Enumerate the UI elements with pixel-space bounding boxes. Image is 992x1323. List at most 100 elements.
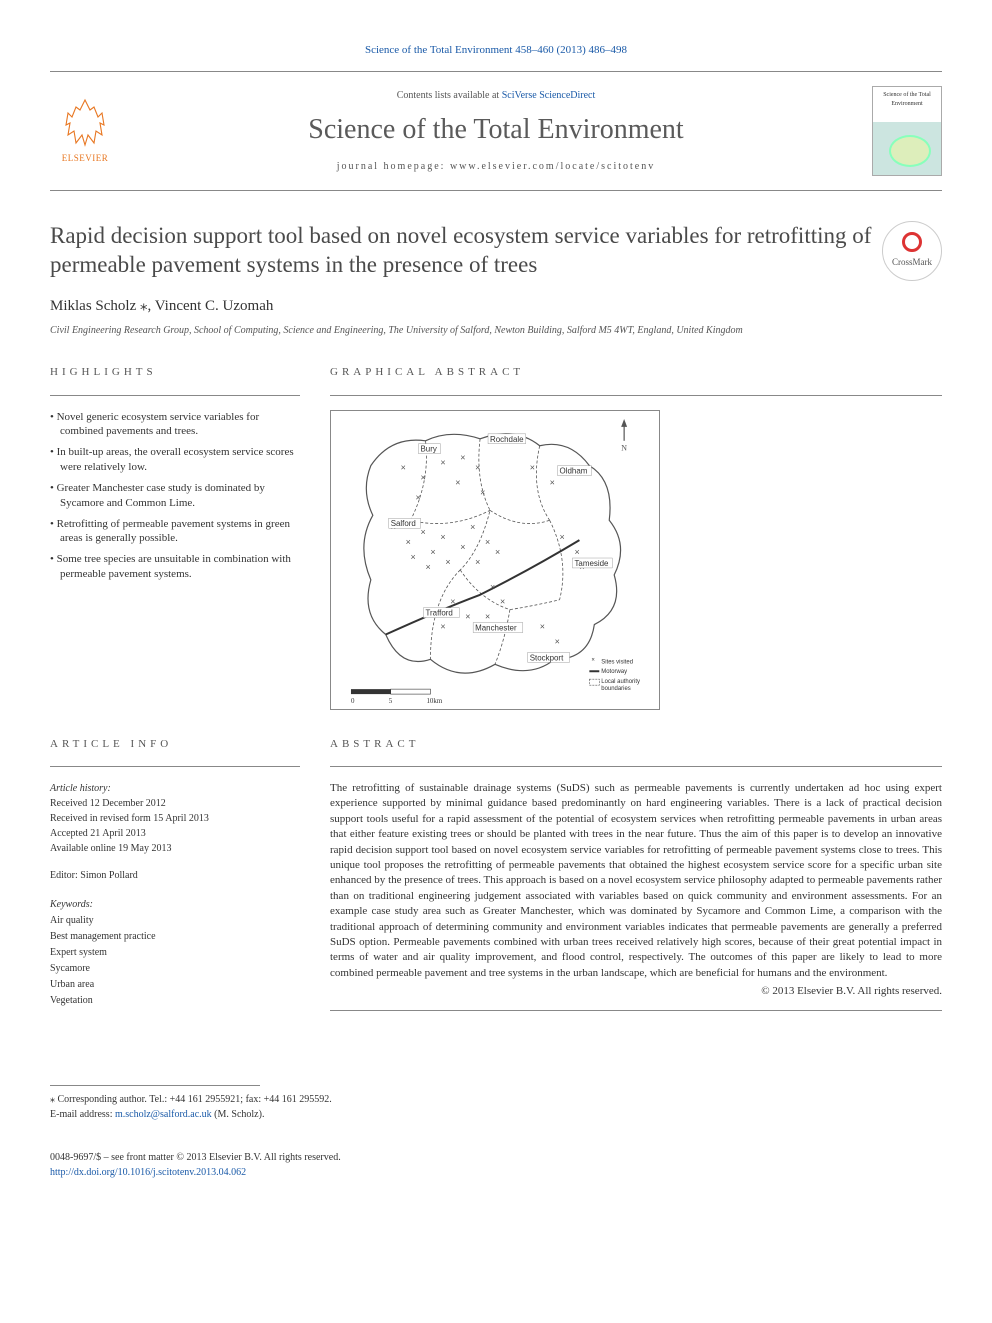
svg-text:×: × [485,537,490,547]
issn-doi-block: 0048-9697/$ – see front matter © 2013 El… [50,1150,942,1180]
svg-text:×: × [500,596,505,606]
highlights-heading: HIGHLIGHTS [50,364,300,381]
editor-label: Editor: [50,870,78,881]
abstract-column: ABSTRACT The retrofitting of sustainable… [330,736,942,1025]
highlight-item: Greater Manchester case study is dominat… [50,481,300,511]
crossmark-label: CrossMark [892,256,932,270]
svg-text:×: × [465,611,470,621]
svg-text:×: × [480,487,485,497]
email-suffix: (M. Scholz). [214,1109,264,1120]
affiliation: Civil Engineering Research Group, School… [50,323,942,338]
map-legend: ×Sites visited Motorway Local authority … [589,657,640,692]
map-scale-bar: 0 5 10km [351,689,443,705]
journal-homepage: journal homepage: www.elsevier.com/locat… [120,159,872,174]
svg-text:×: × [406,537,411,547]
svg-text:×: × [455,477,460,487]
svg-text:×: × [490,581,495,591]
homepage-url[interactable]: www.elsevier.com/locate/scitotenv [450,161,655,172]
svg-text:Oldham: Oldham [560,466,588,475]
citation-text: Science of the Total Environment 458–460… [365,44,627,56]
divider [50,395,300,396]
map-site-markers: ××× ××× ×× ××× ××× ×× ××× ×× ×× ××× ××× … [391,452,585,646]
svg-text:Tameside: Tameside [574,558,609,567]
svg-text:×: × [555,636,560,646]
masthead-center: Contents lists available at SciVerse Sci… [120,88,872,174]
svg-text:×: × [421,472,426,482]
crossmark-badge[interactable]: CrossMark [882,221,942,281]
editor-name: Simon Pollard [80,870,138,881]
doi-link[interactable]: http://dx.doi.org/10.1016/j.scitotenv.20… [50,1167,246,1178]
contents-line: Contents lists available at SciVerse Sci… [120,88,872,103]
svg-text:×: × [470,522,475,532]
svg-text:×: × [485,611,490,621]
svg-text:×: × [440,621,445,631]
history-line: Available online 19 May 2013 [50,841,300,856]
journal-cover-thumbnail: Science of the Total Environment [872,86,942,176]
svg-text:Rochdale: Rochdale [490,434,524,443]
article-title: Rapid decision support tool based on nov… [50,221,872,281]
article-info-heading: ARTICLE INFO [50,736,300,753]
article-info-column: ARTICLE INFO Article history: Received 1… [50,736,300,1025]
svg-text:×: × [445,556,450,566]
abstract-copyright: © 2013 Elsevier B.V. All rights reserved… [330,983,942,1000]
svg-text:Salford: Salford [391,519,416,528]
svg-text:Bury: Bury [421,444,437,453]
graphical-abstract-figure: N [330,410,660,710]
svg-text:×: × [550,477,555,487]
keyword: Sycamore [50,961,300,977]
svg-text:×: × [430,547,435,557]
divider [330,395,942,396]
abstract-text: The retrofitting of sustainable drainage… [330,781,942,981]
svg-text:×: × [421,527,426,537]
citation-link[interactable]: Science of the Total Environment 458–460… [50,40,942,59]
svg-text:×: × [495,547,500,557]
sciencedirect-link[interactable]: SciVerse ScienceDirect [502,90,596,101]
svg-text:5: 5 [389,697,393,705]
svg-text:×: × [460,452,465,462]
history-line: Received 12 December 2012 [50,796,300,811]
svg-text:×: × [591,657,595,663]
svg-text:×: × [530,462,535,472]
keyword: Vegetation [50,993,300,1009]
svg-text:10km: 10km [426,697,442,705]
keyword: Urban area [50,977,300,993]
elsevier-logo: ELSEVIER [50,91,120,171]
article-history: Article history: Received 12 December 20… [50,781,300,856]
crossmark-icon [902,232,922,252]
highlight-item: In built-up areas, the overall ecosystem… [50,445,300,475]
footnote-separator [50,1085,260,1086]
svg-text:×: × [460,542,465,552]
svg-text:Local authority: Local authority [601,679,640,685]
highlight-item: Novel generic ecosystem service variable… [50,410,300,440]
author-list: Miklas Scholz ⁎, Vincent C. Uzomah [50,295,942,318]
svg-text:×: × [574,547,579,557]
svg-text:×: × [450,596,455,606]
elsevier-wordmark: ELSEVIER [62,152,109,166]
svg-text:N: N [621,443,627,452]
svg-text:Trafford: Trafford [425,608,452,617]
svg-text:×: × [440,532,445,542]
graphical-abstract-column: GRAPHICAL ABSTRACT N [330,364,942,710]
author-email-link[interactable]: m.scholz@salford.ac.uk [115,1109,212,1120]
svg-text:×: × [475,556,480,566]
svg-text:0: 0 [351,697,355,705]
history-line: Accepted 21 April 2013 [50,826,300,841]
svg-text:Stockport: Stockport [530,653,564,662]
history-label: Article history: [50,781,300,796]
svg-text:×: × [401,462,406,472]
editor-block: Editor: Simon Pollard [50,868,300,883]
elsevier-tree-icon [58,95,113,150]
divider [50,766,300,767]
highlights-column: HIGHLIGHTS Novel generic ecosystem servi… [50,364,300,710]
graphical-abstract-heading: GRAPHICAL ABSTRACT [330,364,942,381]
highlights-list: Novel generic ecosystem service variable… [50,410,300,582]
svg-text:×: × [440,457,445,467]
svg-text:×: × [425,561,430,571]
journal-name: Science of the Total Environment [120,109,872,151]
svg-text:×: × [416,492,421,502]
keyword: Expert system [50,945,300,961]
highlight-item: Some tree species are unsuitable in comb… [50,552,300,582]
svg-text:boundaries: boundaries [601,686,630,692]
corresponding-line: ⁎ Corresponding author. Tel.: +44 161 29… [50,1092,942,1107]
keyword: Air quality [50,913,300,929]
